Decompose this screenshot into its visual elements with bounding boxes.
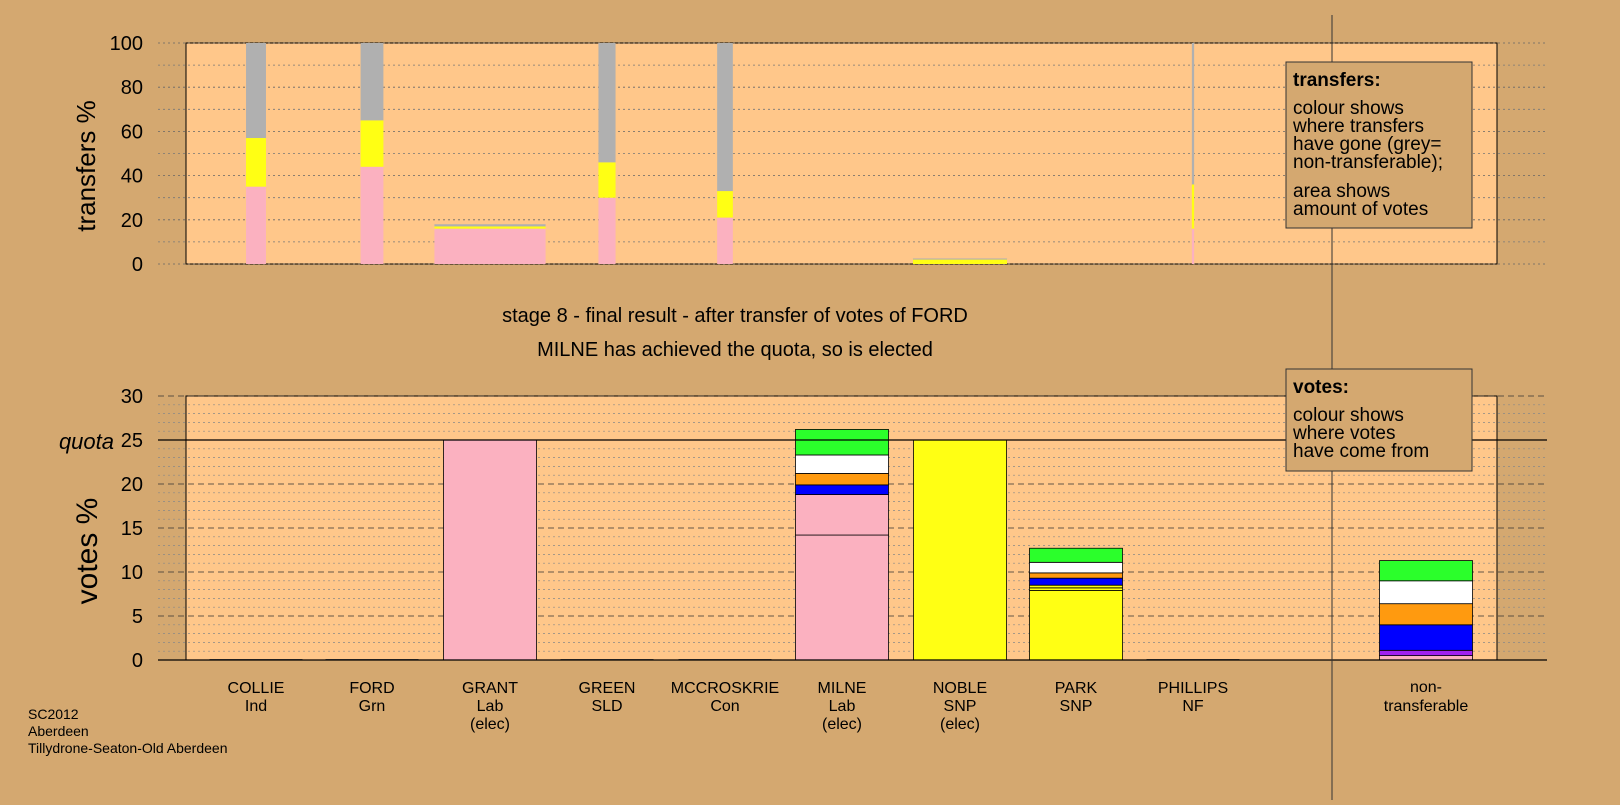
transfer-segment	[912, 258, 1008, 260]
transfers-legend-heading: transfers:	[1293, 70, 1381, 91]
vote-segment	[795, 494, 889, 536]
transfers-legend: transfers: colour shows where transfers …	[1285, 61, 1473, 229]
candidate-status-label: (elec)	[822, 716, 862, 733]
candidate-party-label: SLD	[591, 698, 622, 715]
vote-segment	[1029, 572, 1123, 579]
candidate-party-label: Lab	[829, 698, 856, 715]
transfer-segment	[434, 224, 546, 227]
vote-segment	[1379, 580, 1473, 605]
candidate-name-label: GRANT	[462, 680, 518, 697]
vote-segment	[795, 454, 889, 474]
transfers-legend-line: area shows	[1293, 181, 1390, 202]
vote-segment	[795, 429, 889, 456]
candidate-name-label: NOBLE	[933, 680, 987, 697]
candidate-party-label: Con	[710, 698, 739, 715]
transfer-segment	[1191, 184, 1195, 229]
transfer-segment	[598, 43, 616, 163]
footer-line: Aberdeen	[28, 723, 89, 739]
votes-y-tick-label: 5	[132, 606, 143, 628]
transfer-segment	[246, 43, 266, 139]
candidate-name-label: PARK	[1055, 680, 1098, 697]
footer-line: Tillydrone-Seaton-Old Aberdeen	[28, 740, 228, 756]
candidate-party-label: Lab	[477, 698, 504, 715]
transfer-segment	[1191, 43, 1195, 185]
transfer-segment	[434, 228, 546, 264]
transfers-y-tick-label: 20	[121, 210, 143, 232]
nontransferable-label: transferable	[1384, 698, 1469, 715]
transfers-legend-line: colour shows	[1293, 98, 1404, 119]
vote-segment	[1029, 577, 1123, 586]
candidate-party-label: SNP	[1060, 698, 1093, 715]
transfers-legend-line: where transfers	[1292, 116, 1424, 137]
candidate-name-label: GREEN	[579, 680, 636, 697]
vote-segment	[1029, 561, 1123, 574]
candidate-name-label: FORD	[349, 680, 394, 697]
transfer-segment	[717, 217, 733, 264]
nontransferable-label: non-	[1410, 679, 1442, 696]
vote-segment	[795, 534, 889, 661]
candidate-name-label: MCCROSKRIE	[671, 680, 779, 697]
transfers-y-tick-label: 60	[121, 121, 143, 143]
candidate-party-label: Grn	[359, 698, 386, 715]
chart-title-line2: MILNE has achieved the quota, so is elec…	[537, 339, 933, 361]
transfers-y-tick-label: 40	[121, 166, 143, 188]
vote-segment	[1379, 649, 1473, 657]
vote-segment	[1029, 547, 1123, 563]
votes-legend: votes: colour shows where votes have com…	[1285, 368, 1473, 472]
votes-legend-line: where votes	[1292, 423, 1395, 444]
transfer-segment	[360, 43, 384, 121]
transfers-y-tick-label: 80	[121, 77, 143, 99]
transfers-y-tick-label: 100	[110, 33, 143, 55]
votes-legend-heading: votes:	[1293, 377, 1349, 398]
vote-segment	[795, 484, 889, 495]
transfer-segment	[598, 162, 616, 198]
transfers-y-tick-label: 0	[132, 254, 143, 276]
quota-label: quota	[59, 429, 114, 454]
transfer-segment	[598, 197, 616, 264]
votes-y-tick-label: 10	[121, 562, 143, 584]
transfer-segment	[1191, 228, 1195, 264]
chart-title-line1: stage 8 - final result - after transfer …	[502, 305, 968, 327]
transfer-segment	[717, 43, 733, 192]
candidate-name-label: PHILLIPS	[1158, 680, 1228, 697]
transfer-segment	[717, 191, 733, 218]
vote-segment	[1379, 603, 1473, 626]
transfers-axis-label: transfers %	[71, 100, 101, 232]
vote-segment	[795, 473, 889, 486]
candidate-name-label: MILNE	[818, 680, 867, 697]
candidate-party-label: NF	[1182, 698, 1204, 715]
transfer-segment	[246, 186, 266, 264]
transfer-segment	[360, 120, 384, 167]
votes-y-tick-label: 20	[121, 474, 143, 496]
transfer-segment	[912, 259, 1008, 264]
votes-y-tick-label: 25	[121, 430, 143, 452]
transfer-segment	[246, 138, 266, 187]
transfer-segment	[360, 166, 384, 264]
votes-axis-label: votes %	[71, 498, 104, 605]
vote-segment	[1029, 590, 1123, 661]
votes-legend-line: have come from	[1293, 441, 1429, 462]
candidate-name-label: COLLIE	[228, 680, 285, 697]
transfer-segment	[434, 226, 546, 229]
candidate-status-label: (elec)	[470, 716, 510, 733]
vote-segment	[913, 439, 1007, 661]
vote-segment	[1379, 655, 1473, 661]
footer-line: SC2012	[28, 706, 79, 722]
vote-segment	[443, 439, 537, 661]
vote-segment	[1379, 560, 1473, 582]
votes-y-tick-label: 0	[132, 650, 143, 672]
votes-y-tick-label: 30	[121, 386, 143, 408]
transfers-legend-line: have gone (grey=	[1293, 134, 1441, 155]
candidate-status-label: (elec)	[940, 716, 980, 733]
transfers-legend-line: amount of votes	[1293, 199, 1428, 220]
candidate-party-label: SNP	[944, 698, 977, 715]
votes-legend-line: colour shows	[1293, 405, 1404, 426]
candidate-party-label: Ind	[245, 698, 267, 715]
transfers-legend-line: non-transferable);	[1293, 152, 1443, 173]
votes-y-tick-label: 15	[121, 518, 143, 540]
vote-segment	[1379, 624, 1473, 651]
